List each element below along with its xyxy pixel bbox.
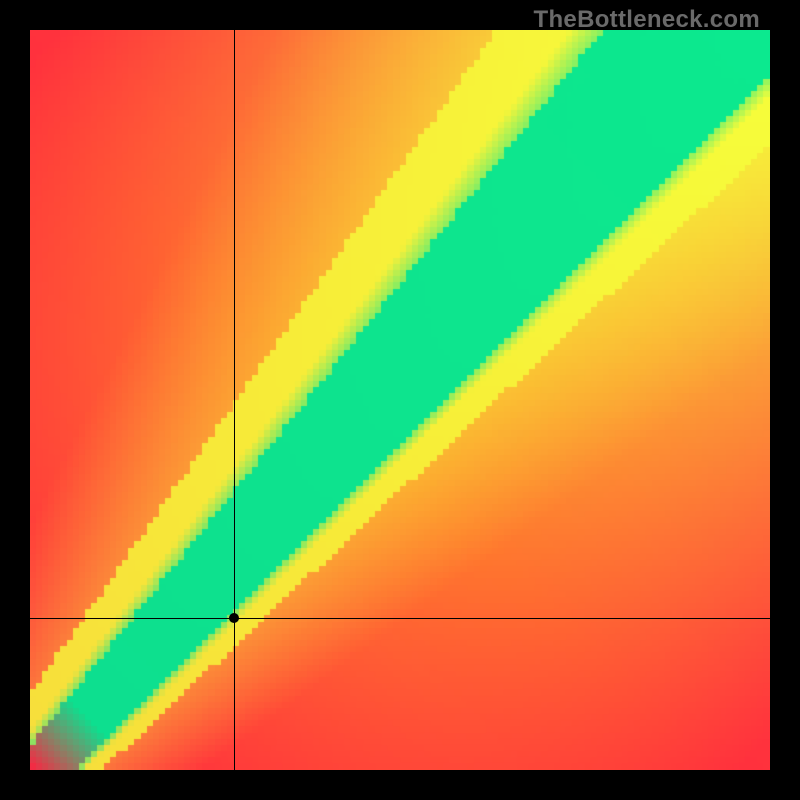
crosshair-vertical-line <box>234 30 235 770</box>
crosshair-horizontal-line <box>30 618 770 619</box>
bottleneck-heatmap <box>30 30 770 770</box>
chart-frame <box>30 30 770 770</box>
crosshair-marker-dot <box>229 613 239 623</box>
watermark-text: TheBottleneck.com <box>534 6 760 34</box>
chart-page: { "watermark": { "text": "TheBottleneck.… <box>0 0 800 800</box>
